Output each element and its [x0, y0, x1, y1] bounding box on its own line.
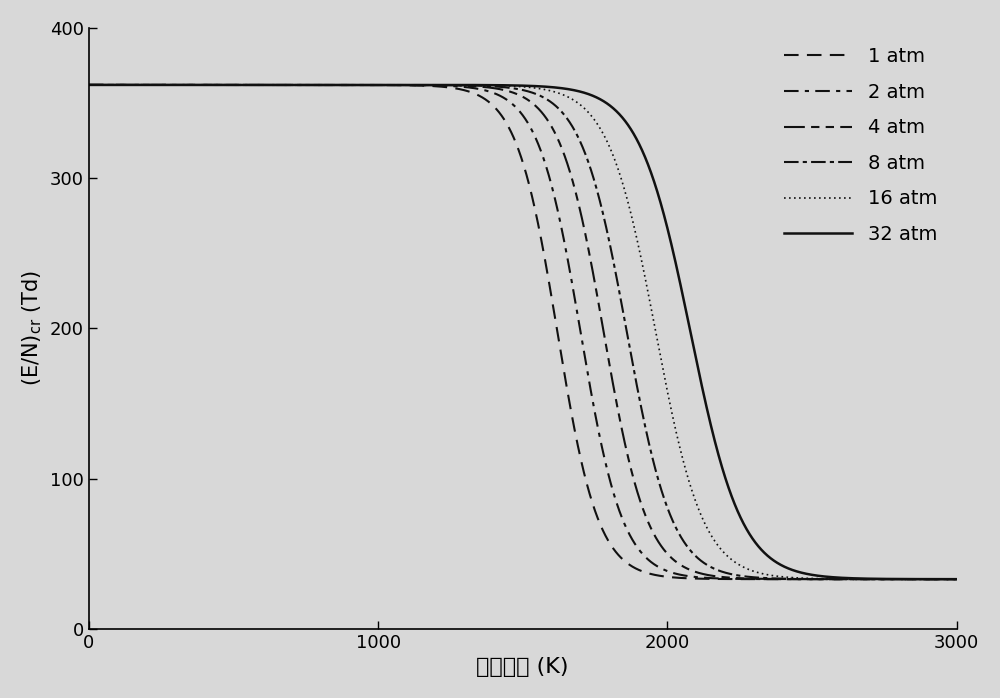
- 32 atm: [251, 81, 263, 89]
- Line: 2 atm: 2 atm: [89, 85, 1000, 579]
- 2 atm: [773, 575, 785, 584]
- 16 atm: [638, 267, 650, 276]
- 4 atm: [844, 575, 856, 584]
- 16 atm: [83, 81, 95, 89]
- 8 atm: [83, 81, 95, 89]
- 1 atm: [844, 575, 856, 584]
- 2 atm: [251, 81, 263, 89]
- 16 atm: [844, 575, 856, 584]
- 2 atm: [436, 82, 448, 90]
- 2 atm: [685, 572, 697, 581]
- 1 atm: [638, 567, 650, 576]
- 2 atm: [638, 551, 650, 560]
- 32 atm: [844, 574, 856, 582]
- Line: 16 atm: 16 atm: [89, 85, 1000, 579]
- 32 atm: [436, 81, 448, 89]
- 16 atm: [685, 483, 697, 491]
- 4 atm: [685, 566, 697, 574]
- Line: 8 atm: 8 atm: [89, 85, 1000, 579]
- Line: 32 atm: 32 atm: [89, 85, 1000, 579]
- 32 atm: [773, 560, 785, 568]
- Y-axis label: (E/N)$_\mathrm{cr}$ (Td): (E/N)$_\mathrm{cr}$ (Td): [21, 270, 44, 387]
- 16 atm: [773, 572, 785, 581]
- Legend: 1 atm, 2 atm, 4 atm, 8 atm, 16 atm, 32 atm: 1 atm, 2 atm, 4 atm, 8 atm, 16 atm, 32 a…: [774, 38, 947, 253]
- 8 atm: [685, 547, 697, 555]
- 1 atm: [685, 574, 697, 583]
- 32 atm: [685, 329, 697, 338]
- 16 atm: [436, 81, 448, 89]
- 2 atm: [844, 575, 856, 584]
- 4 atm: [773, 575, 785, 584]
- 1 atm: [773, 575, 785, 584]
- 1 atm: [83, 81, 95, 89]
- 4 atm: [638, 507, 650, 516]
- Line: 4 atm: 4 atm: [89, 85, 1000, 579]
- 16 atm: [251, 81, 263, 89]
- 2 atm: [83, 81, 95, 89]
- 8 atm: [638, 416, 650, 424]
- 8 atm: [436, 81, 448, 89]
- 32 atm: [83, 81, 95, 89]
- 4 atm: [83, 81, 95, 89]
- 8 atm: [844, 575, 856, 584]
- X-axis label: 气体温度 (K): 气体温度 (K): [476, 657, 569, 677]
- 1 atm: [251, 81, 263, 89]
- Line: 1 atm: 1 atm: [89, 85, 1000, 579]
- 4 atm: [436, 81, 448, 89]
- 4 atm: [251, 81, 263, 89]
- 1 atm: [436, 82, 448, 91]
- 32 atm: [638, 150, 650, 158]
- 8 atm: [773, 574, 785, 583]
- 8 atm: [251, 81, 263, 89]
